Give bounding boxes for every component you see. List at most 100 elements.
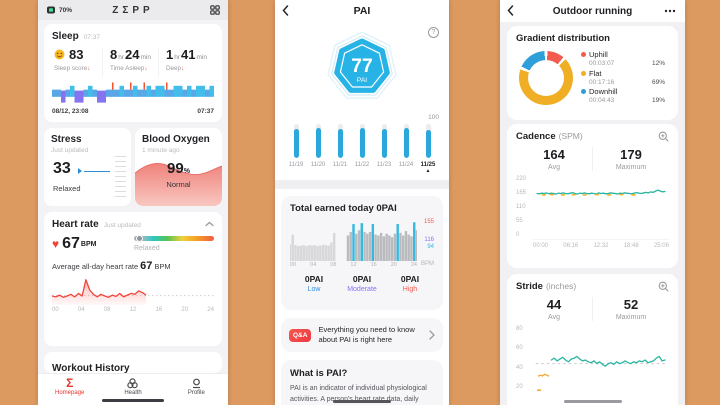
battery-percent: 70% <box>59 6 73 14</box>
stride-y-axis: 80 60 40 20 <box>516 326 523 390</box>
zone-marker-dot <box>136 234 143 242</box>
watch-battery-icon <box>47 6 55 14</box>
hr-x-axis: 00 04 08 12 16 20 24 <box>52 307 214 313</box>
sleep-end-time: 07:37 <box>197 108 214 115</box>
cadence-avg: 164 Avg <box>543 147 565 171</box>
sleep-title: Sleep <box>52 31 79 42</box>
sleep-card[interactable]: Sleep 07:37 83 Sleep score↓ 8 hr 24 min Tim… <box>44 24 222 122</box>
pai-axis-max: 100 <box>428 114 439 121</box>
pai-day-bar[interactable]: 11/23 <box>375 124 393 178</box>
stride-stats: 44 Avg 52 Maximum <box>516 297 669 321</box>
what-is-pai-card[interactable]: What is PAI? PAI is an indicator of indi… <box>281 360 443 405</box>
sleep-card-header: Sleep 07:37 <box>52 31 214 42</box>
legend-dot <box>581 89 586 94</box>
average-heart-rate-row: Average all-day heart rate 67 BPM <box>52 260 171 272</box>
pai-page-title: PAI <box>353 5 371 17</box>
home-indicator[interactable] <box>563 400 622 403</box>
pai-day-bar[interactable]: 11/21 <box>331 124 349 178</box>
asleep-hours: 8 <box>110 47 118 62</box>
heart-rate-card[interactable]: Heart rate Just updated ♥ 67 BPM Relaxed… <box>44 212 222 346</box>
back-icon[interactable] <box>507 5 514 16</box>
workout-history-card[interactable]: Workout History <box>44 352 222 374</box>
help-icon[interactable]: ? <box>428 27 439 38</box>
heart-rate-zone-label: Relaxed <box>134 244 160 252</box>
zoom-magnifier-icon[interactable] <box>658 281 669 292</box>
pai-detail-screenshot: PAI ? 77 PAI 100 11/19 11/20 11/21 11/22 11/… <box>275 0 449 405</box>
stride-avg: 44 Avg <box>546 297 562 321</box>
gradient-distribution-card[interactable]: Gradient distribution Uphill 00:03:07 12% F… <box>507 26 678 120</box>
legend-label: Downhill <box>589 87 618 96</box>
outdoor-running-header: Outdoor running <box>500 0 685 22</box>
pai-day-bar[interactable]: 11/22 <box>353 124 371 178</box>
gradient-donut-chart[interactable] <box>519 51 573 105</box>
stride-chart[interactable] <box>533 328 669 392</box>
tab-homepage[interactable]: Σ Homepage <box>54 376 85 396</box>
blood-oxygen-value: 99% <box>167 160 190 177</box>
down-arrow-icon: ↓ <box>144 65 148 72</box>
pai-level-moderate: 0PAI Moderate <box>347 274 377 293</box>
stride-card[interactable]: Stride (inches) 44 Avg 52 Maximum 80 60 40… <box>507 274 678 405</box>
qa-text: Everything you need to know about PAI is… <box>318 325 415 344</box>
tab-profile[interactable]: Profile <box>165 374 228 405</box>
pai-day-bar[interactable]: 11/24 <box>397 124 415 178</box>
home-indicator[interactable] <box>333 400 391 403</box>
heart-rate-day-chart[interactable] <box>52 275 214 305</box>
heart-rate-updated: Just updated <box>103 222 141 229</box>
qa-banner[interactable]: Q&A Everything you need to know about PA… <box>281 318 443 352</box>
stress-card[interactable]: Stress Just updated 33 Relaxed <box>44 128 131 206</box>
pai-level-low: 0PAI Low <box>304 274 324 293</box>
legend-time: 00:04:43 <box>589 97 615 104</box>
apps-grid-icon[interactable] <box>210 5 220 15</box>
cadence-card[interactable]: Cadence (SPM) 164 Avg 179 Maximum 220 165… <box>507 124 678 268</box>
pai-day-bar[interactable]: 11/19 <box>287 124 305 178</box>
pai-badge-unit: PAI <box>357 77 367 84</box>
stride-unit: (inches) <box>545 281 577 291</box>
total-earned-card[interactable]: Total earned today 0PAI 00 04 08 12 16 20 24 1… <box>281 196 443 310</box>
status-bar: 70% ZΣPP <box>38 0 228 20</box>
sleep-score-label: Sleep score↓ <box>54 65 91 72</box>
deep-sleep-label: Deep↓ <box>166 65 185 72</box>
pai-bpm-x-axis: 00 04 08 12 16 20 24 <box>290 262 417 268</box>
chevron-up-icon[interactable] <box>205 221 214 227</box>
more-options-icon[interactable] <box>664 9 676 13</box>
blood-oxygen-card[interactable]: Blood Oxygen 1 minute ago 99% Normal <box>135 128 222 206</box>
sleep-score-emoji-icon <box>54 49 65 60</box>
pai-day-heart-rate-chart[interactable] <box>290 217 417 261</box>
pai-week-bars: 11/19 11/20 11/21 11/22 11/23 11/24 11/25 ▲ <box>287 124 437 178</box>
down-arrow-icon: ↓ <box>181 65 185 72</box>
sleep-score-stat: 83 Sleep score↓ <box>52 47 102 77</box>
average-heart-rate-value: 67 <box>140 260 153 272</box>
cadence-title: Cadence <box>516 131 556 142</box>
tab-health[interactable]: Health <box>101 374 164 405</box>
bpm-threshold-label: BPM <box>420 261 434 268</box>
pai-levels-row: 0PAI Low 0PAI Moderate 0PAI High <box>290 274 434 293</box>
heart-rate-unit: BPM <box>80 240 97 248</box>
deep-sleep-stat: 1 hr 41 min Deep↓ <box>158 47 214 77</box>
sleep-stages-chart[interactable] <box>52 81 214 105</box>
stress-value: 33 <box>53 160 71 177</box>
asleep-minutes: 24 <box>125 47 140 62</box>
home-indicator[interactable] <box>102 399 164 402</box>
zoom-magnifier-icon[interactable] <box>658 131 669 142</box>
legend-item: Uphill 00:03:07 12% <box>581 50 669 67</box>
back-icon[interactable] <box>282 5 289 16</box>
legend-time: 00:17:16 <box>589 78 615 86</box>
gradient-distribution-title: Gradient distribution <box>516 33 610 44</box>
bpm-threshold-label: 94 <box>427 243 434 250</box>
legend-dot <box>581 52 586 57</box>
pai-day-bar[interactable]: 11/20 <box>309 124 327 178</box>
legend-item: Downhill 00:04:43 19% <box>581 87 669 104</box>
stress-updated: Just updated <box>51 147 89 154</box>
deep-hours: 1 <box>166 47 174 62</box>
cadence-chart[interactable] <box>533 178 669 240</box>
pai-day-bar[interactable]: 11/25 ▲ <box>419 124 437 178</box>
sleep-score-value: 83 <box>69 47 84 62</box>
blood-oxygen-updated: 1 minute ago <box>142 147 180 154</box>
outdoor-running-screenshot: Outdoor running Gradient distribution Up… <box>500 0 685 405</box>
heart-rate-current: ♥ 67 BPM Relaxed <box>52 234 214 253</box>
stress-pointer-icon <box>78 168 82 174</box>
stride-max: 52 Maximum <box>592 297 669 321</box>
legend-percent: 69% <box>651 78 665 86</box>
cadence-x-axis: 00:00 06:16 12:32 18:48 25:06 <box>533 243 669 249</box>
